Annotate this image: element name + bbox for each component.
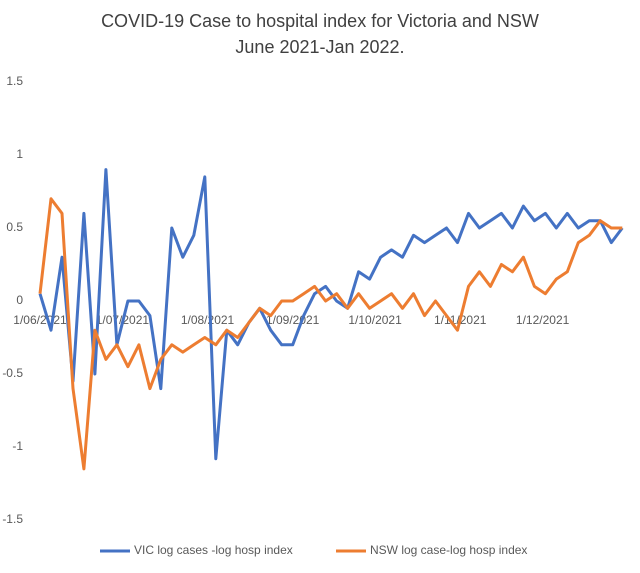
- x-tick-label: 1/12/2021: [516, 313, 570, 327]
- series-line: [38, 168, 624, 461]
- chart-subtitle: June 2021-Jan 2022.: [235, 37, 404, 57]
- x-tick-label: 1/09/2021: [266, 313, 320, 327]
- y-tick-label: 1.5: [6, 74, 23, 88]
- y-tick-label: 1: [16, 147, 23, 161]
- x-tick-label: 1/06/2021: [13, 313, 67, 327]
- legend-label: VIC log cases -log hosp index: [134, 543, 293, 557]
- chart-title: COVID-19 Case to hospital index for Vict…: [101, 11, 539, 31]
- series-line: [38, 197, 623, 471]
- legend-label: NSW log case-log hosp index: [370, 543, 527, 557]
- y-tick-label: 0.5: [6, 220, 23, 234]
- y-tick-label: -1.5: [2, 512, 23, 526]
- x-tick-label: 1/08/2021: [181, 313, 235, 327]
- y-tick-label: -1: [12, 439, 23, 453]
- y-tick-label: -0.5: [2, 366, 23, 380]
- y-tick-label: 0: [16, 293, 23, 307]
- x-tick-label: 1/10/2021: [348, 313, 402, 327]
